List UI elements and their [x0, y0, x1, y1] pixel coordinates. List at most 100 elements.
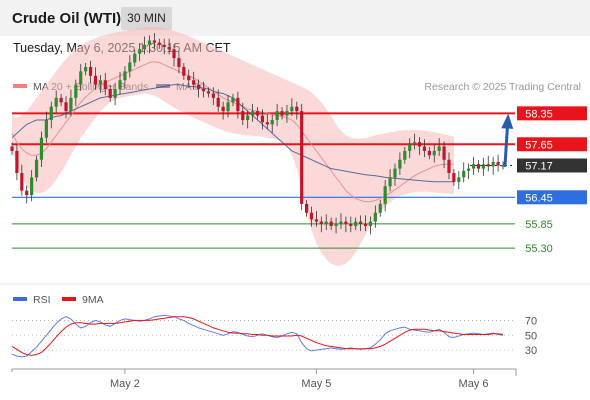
candle-body [59, 97, 63, 103]
rsi-ma9-line [11, 316, 504, 356]
candle-body [285, 111, 289, 116]
candle-body [221, 106, 225, 112]
candle-body [334, 223, 338, 227]
candle-body [108, 89, 112, 98]
candle-body [378, 203, 382, 213]
osc-tick-label: 50 [525, 330, 537, 342]
candle-body [182, 66, 186, 76]
legend-swatch [62, 297, 76, 301]
candle-body [501, 165, 505, 167]
candle-body [201, 89, 206, 92]
x-tick-label: May 2 [110, 378, 140, 390]
candle-body [260, 115, 265, 123]
level-box [517, 158, 587, 173]
level-box [517, 106, 587, 121]
candle-body [88, 66, 93, 76]
candle-body [300, 111, 304, 204]
candle-body [34, 159, 39, 178]
candle-body [467, 168, 471, 171]
candle-body [368, 221, 373, 227]
candle-body [319, 221, 323, 224]
candle-body [314, 219, 319, 222]
candle-body [216, 97, 220, 107]
candle-body [486, 164, 490, 167]
legend-swatch [13, 297, 27, 301]
candle-body [437, 146, 441, 151]
candle-body [20, 173, 24, 191]
candle-body [393, 168, 397, 178]
legend-label: RSI [33, 294, 51, 306]
candle-body [152, 40, 156, 43]
candle-body [39, 137, 44, 160]
candle-body [275, 111, 279, 120]
candle-body [447, 159, 451, 173]
candle-body [339, 221, 343, 224]
candle-body [157, 42, 161, 45]
candle-body [491, 161, 495, 167]
candle-body [54, 97, 58, 107]
candle-body [211, 93, 215, 98]
candle-body [187, 75, 191, 81]
candle-body [98, 80, 102, 85]
candle-body [49, 106, 53, 120]
candle-body [295, 106, 299, 112]
candle-body [64, 102, 68, 112]
level-label: 56.45 [525, 192, 553, 204]
candle-body [305, 203, 309, 213]
instrument-title: Crude Oil (WTI) [12, 10, 122, 27]
osc-tick-label: 30 [525, 345, 537, 357]
level-box [517, 190, 587, 205]
candle-body [383, 186, 387, 204]
candle-body [192, 80, 196, 85]
candle-body [167, 47, 171, 50]
candle-body [103, 80, 107, 90]
legend-swatch [13, 84, 27, 88]
candle-body [206, 91, 210, 94]
candle-body [236, 97, 240, 112]
candle-body [196, 84, 201, 90]
candle-body [432, 150, 436, 156]
candle-body [147, 40, 152, 45]
candle-body [359, 221, 363, 224]
level-label: 57.17 [525, 160, 553, 172]
candle-body [128, 62, 132, 72]
candle-body [246, 115, 250, 120]
candle-body [417, 142, 422, 147]
candle-body [471, 164, 476, 169]
candle-body [44, 119, 48, 138]
candle-body [162, 44, 166, 48]
candle-body [172, 49, 176, 59]
candle-body [10, 146, 14, 151]
candle-body [30, 177, 34, 196]
legend-label: 9MA [82, 294, 104, 306]
osc-tick-label: 70 [525, 315, 537, 327]
candle-body [398, 159, 402, 169]
candle-body [79, 71, 83, 85]
candle-body [344, 221, 348, 224]
candle-body [476, 164, 481, 169]
candle-body [373, 212, 377, 222]
candle-body [462, 170, 466, 178]
candle-body [329, 221, 333, 227]
level-label: 55.85 [525, 219, 553, 231]
candle-body [123, 71, 127, 81]
candle-body [241, 111, 245, 120]
candle-body [413, 142, 417, 145]
timeframe-button[interactable]: 30 MIN [121, 7, 172, 30]
candle-body [280, 111, 284, 116]
candle-body [177, 58, 181, 67]
candle-body [349, 223, 353, 227]
candle-body [422, 146, 427, 151]
candle-body [231, 97, 235, 103]
candle-body [255, 111, 260, 116]
credit-label: Research © 2025 Trading Central [424, 81, 581, 93]
candle-body [324, 221, 328, 224]
x-tick-label: May 6 [459, 378, 489, 390]
level-box [517, 137, 587, 152]
forecast-arrow-head [501, 113, 514, 129]
candle-body [113, 89, 117, 98]
candle-body [74, 84, 78, 98]
candle-body [226, 102, 230, 112]
level-label: 55.30 [525, 243, 553, 255]
